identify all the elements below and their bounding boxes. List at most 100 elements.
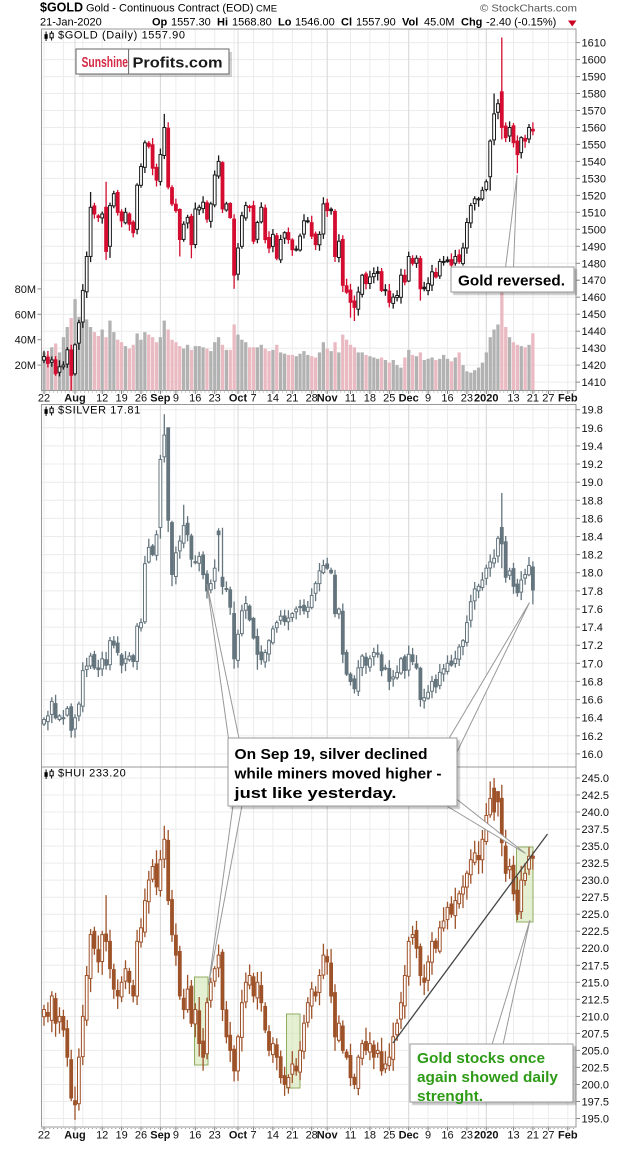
- svg-text:207.5: 207.5: [582, 1028, 610, 1040]
- svg-text:12: 12: [96, 393, 108, 405]
- svg-text:235.0: 235.0: [582, 841, 610, 853]
- svg-text:Gold - Continuous Contract (EO: Gold - Continuous Contract (EOD): [86, 3, 254, 15]
- svg-text:18.6: 18.6: [582, 513, 603, 525]
- svg-text:210.0: 210.0: [582, 1011, 610, 1023]
- svg-text:1460: 1460: [582, 292, 606, 304]
- svg-text:Dec: Dec: [399, 393, 419, 405]
- svg-text:227.5: 227.5: [582, 892, 610, 904]
- svg-text:7: 7: [250, 393, 256, 405]
- svg-text:45.0M: 45.0M: [424, 17, 455, 29]
- svg-text:16.2: 16.2: [582, 731, 603, 743]
- svg-text:60M: 60M: [15, 309, 36, 321]
- svg-text:232.5: 232.5: [582, 858, 610, 870]
- svg-text:Aug: Aug: [64, 1130, 85, 1142]
- svg-text:13: 13: [507, 1130, 519, 1142]
- svg-text:12: 12: [96, 1130, 108, 1142]
- svg-text:21: 21: [527, 393, 539, 405]
- svg-text:205.0: 205.0: [582, 1045, 610, 1057]
- svg-text:Gold stocks once: Gold stocks once: [417, 1050, 545, 1067]
- svg-text:21-Jan-2020: 21-Jan-2020: [40, 17, 102, 29]
- svg-text:again showed daily: again showed daily: [417, 1069, 559, 1086]
- svg-text:19.6: 19.6: [582, 423, 603, 435]
- svg-text:25: 25: [383, 393, 395, 405]
- svg-text:16: 16: [189, 1130, 201, 1142]
- svg-text:220.0: 220.0: [582, 943, 610, 955]
- svg-text:16.6: 16.6: [582, 695, 603, 707]
- svg-text:1490: 1490: [582, 241, 606, 253]
- svg-text:1520: 1520: [582, 190, 606, 202]
- svg-text:1560: 1560: [582, 123, 606, 135]
- svg-text:217.5: 217.5: [582, 960, 610, 972]
- svg-text:195.0: 195.0: [582, 1114, 610, 1126]
- svg-text:1610: 1610: [582, 38, 606, 50]
- svg-text:Cl: Cl: [341, 17, 352, 29]
- svg-text:$GOLD (Daily) 1557.90: $GOLD (Daily) 1557.90: [58, 30, 186, 42]
- svg-text:Lo: Lo: [278, 17, 292, 29]
- svg-text:Nov: Nov: [317, 393, 339, 405]
- svg-text:27: 27: [542, 393, 554, 405]
- svg-text:Sep: Sep: [150, 1130, 170, 1142]
- svg-text:Dec: Dec: [399, 1130, 419, 1142]
- svg-text:1470: 1470: [582, 275, 606, 287]
- svg-text:80M: 80M: [15, 284, 36, 296]
- svg-text:1530: 1530: [582, 173, 606, 185]
- svg-text:Profits.com: Profits.com: [133, 55, 223, 72]
- svg-text:237.5: 237.5: [582, 824, 610, 836]
- svg-text:17.4: 17.4: [582, 622, 603, 634]
- svg-text:Aug: Aug: [64, 393, 85, 405]
- svg-text:16: 16: [441, 1130, 453, 1142]
- svg-text:28: 28: [306, 393, 318, 405]
- svg-text:18.8: 18.8: [582, 495, 603, 507]
- svg-text:17.0: 17.0: [582, 658, 603, 670]
- svg-text:19.8: 19.8: [582, 405, 603, 417]
- svg-text:202.5: 202.5: [582, 1062, 610, 1074]
- svg-text:1430: 1430: [582, 343, 606, 355]
- svg-text:7: 7: [250, 1130, 256, 1142]
- svg-text:2020: 2020: [474, 1130, 498, 1142]
- svg-text:17.8: 17.8: [582, 586, 603, 598]
- svg-text:16.8: 16.8: [582, 676, 603, 688]
- svg-text:Gold reversed.: Gold reversed.: [458, 273, 565, 290]
- svg-text:CME: CME: [256, 4, 277, 15]
- svg-text:1410: 1410: [582, 377, 606, 389]
- svg-text:17.6: 17.6: [582, 604, 603, 616]
- svg-text:16: 16: [441, 393, 453, 405]
- svg-text:212.5: 212.5: [582, 994, 610, 1006]
- svg-text:Sep: Sep: [150, 393, 170, 405]
- svg-text:240.0: 240.0: [582, 807, 610, 819]
- svg-text:16.4: 16.4: [582, 713, 603, 725]
- svg-text:1440: 1440: [582, 326, 606, 338]
- svg-text:$SILVER 17.81: $SILVER 17.81: [58, 405, 141, 417]
- svg-text:16.0: 16.0: [582, 749, 603, 761]
- svg-text:Chg: Chg: [461, 17, 482, 29]
- svg-text:Op: Op: [152, 17, 168, 29]
- svg-text:13: 13: [507, 393, 519, 405]
- svg-text:Feb: Feb: [558, 1130, 578, 1142]
- svg-text:26: 26: [135, 1130, 147, 1142]
- svg-text:1568.80: 1568.80: [232, 17, 272, 29]
- svg-text:$HUI 233.20: $HUI 233.20: [58, 768, 126, 780]
- svg-text:18.0: 18.0: [582, 568, 603, 580]
- svg-text:19.4: 19.4: [582, 441, 603, 453]
- svg-text:1500: 1500: [582, 224, 606, 236]
- svg-text:2020: 2020: [474, 393, 498, 405]
- svg-text:11: 11: [345, 393, 356, 405]
- svg-text:1580: 1580: [582, 89, 606, 101]
- svg-text:just like yesterday.: just like yesterday.: [233, 785, 396, 802]
- svg-text:1557.90: 1557.90: [356, 17, 396, 29]
- svg-text:1510: 1510: [582, 207, 606, 219]
- svg-text:9: 9: [173, 1130, 179, 1142]
- svg-text:20M: 20M: [15, 360, 36, 372]
- svg-text:26: 26: [135, 393, 147, 405]
- svg-text:19: 19: [115, 1130, 127, 1142]
- svg-text:© StockCharts.com: © StockCharts.com: [480, 3, 577, 15]
- svg-text:On Sep 19, silver declined: On Sep 19, silver declined: [235, 746, 428, 763]
- svg-text:14: 14: [267, 393, 279, 405]
- svg-text:21: 21: [286, 393, 298, 405]
- svg-text:230.0: 230.0: [582, 875, 610, 887]
- svg-text:strenght.: strenght.: [417, 1088, 483, 1105]
- svg-text:17.2: 17.2: [582, 640, 603, 652]
- svg-text:$GOLD: $GOLD: [40, 1, 83, 15]
- svg-text:1570: 1570: [582, 106, 606, 118]
- svg-text:Oct: Oct: [229, 1130, 248, 1142]
